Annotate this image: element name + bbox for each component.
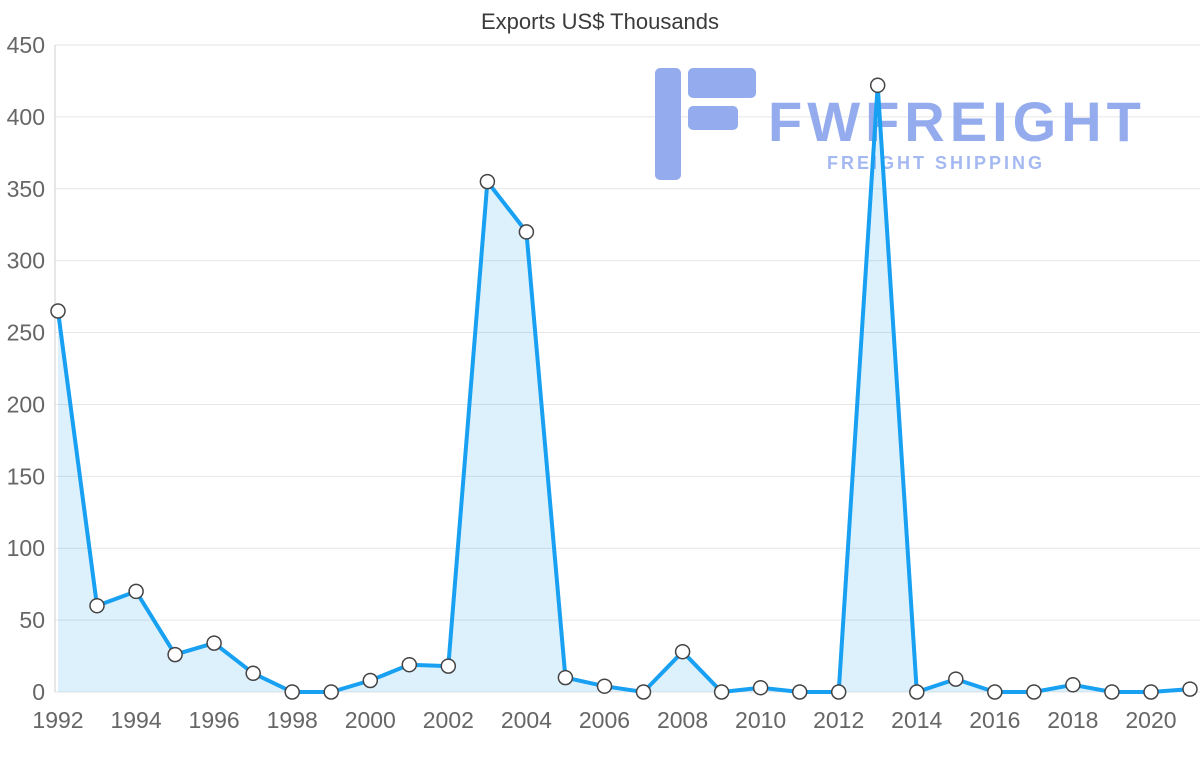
x-tick-label: 2006 [579,707,630,733]
y-tick-label: 50 [19,607,45,633]
data-point-marker[interactable] [1104,684,1120,700]
x-tick-label: 2000 [345,707,396,733]
watermark-tagline-text: FREIGHT SHIPPING [827,153,1045,173]
data-point-marker[interactable] [713,684,730,700]
logo-mid-bar [688,106,738,130]
x-tick-label: 2014 [891,707,942,733]
data-point-marker[interactable] [206,635,222,651]
series-layer [56,83,1192,694]
x-tick-label: 2018 [1047,707,1098,733]
y-tick-label: 400 [7,104,45,130]
data-point-marker[interactable] [323,684,339,700]
y-tick-label: 0 [32,679,45,705]
data-point-marker[interactable] [245,665,261,682]
data-point-marker[interactable] [830,684,847,700]
data-point-marker[interactable] [948,671,964,687]
data-point-marker[interactable] [987,684,1003,700]
data-point-marker[interactable] [50,303,66,319]
fwfreight-logo-icon [655,68,756,180]
y-tick-label: 350 [7,176,45,202]
brand-watermark: FWFREIGHT FREIGHT SHIPPING [655,68,1146,180]
data-point-marker[interactable] [596,678,613,694]
grid-layer [54,44,1200,693]
x-tick-label: 1992 [32,707,83,733]
series-line [56,83,1192,694]
data-point-marker[interactable] [518,224,535,240]
logo-stem [655,68,681,180]
data-point-marker[interactable] [1026,684,1042,700]
data-point-marker[interactable] [167,646,183,663]
marker-layer [50,77,1198,700]
data-point-marker[interactable] [479,173,496,190]
data-point-marker[interactable] [791,684,808,700]
y-tick-label: 150 [7,463,45,489]
data-point-marker[interactable] [1065,677,1081,693]
data-point-marker[interactable] [1182,681,1198,697]
data-point-marker[interactable] [635,684,652,700]
y-tick-label: 100 [7,535,45,561]
data-point-marker[interactable] [128,583,144,600]
data-point-marker[interactable] [362,672,379,689]
data-point-marker[interactable] [1143,684,1159,700]
data-point-marker[interactable] [752,679,769,696]
data-point-marker[interactable] [440,658,457,674]
axis-label-layer: 0 50 100 150 200 250 300 350 400 450 1992 1994 1996 1… [7,32,1177,733]
y-tick-label: 300 [7,248,45,274]
x-tick-label: 2004 [501,707,552,733]
data-point-marker[interactable] [89,597,105,614]
series-area-fill [58,85,1190,693]
watermark-brand-text: FWFREIGHT [768,90,1146,153]
x-tick-label: 2020 [1125,707,1176,733]
x-tick-label: 1994 [110,707,161,733]
x-tick-label: 2012 [813,707,864,733]
data-point-marker[interactable] [909,684,925,700]
data-point-marker[interactable] [284,684,300,700]
x-tick-label: 1996 [189,707,240,733]
x-tick-label: 2008 [657,707,708,733]
logo-top-bar [688,68,756,98]
data-point-marker[interactable] [401,656,418,673]
x-tick-label: 1998 [267,707,318,733]
x-tick-label: 2010 [735,707,786,733]
y-tick-label: 200 [7,391,45,417]
data-point-marker[interactable] [869,77,886,94]
data-point-marker[interactable] [557,669,574,686]
x-tick-label: 2002 [423,707,474,733]
y-tick-label: 450 [7,32,45,58]
y-tick-label: 250 [7,320,45,346]
data-point-marker[interactable] [674,643,691,660]
x-tick-label: 2016 [969,707,1020,733]
